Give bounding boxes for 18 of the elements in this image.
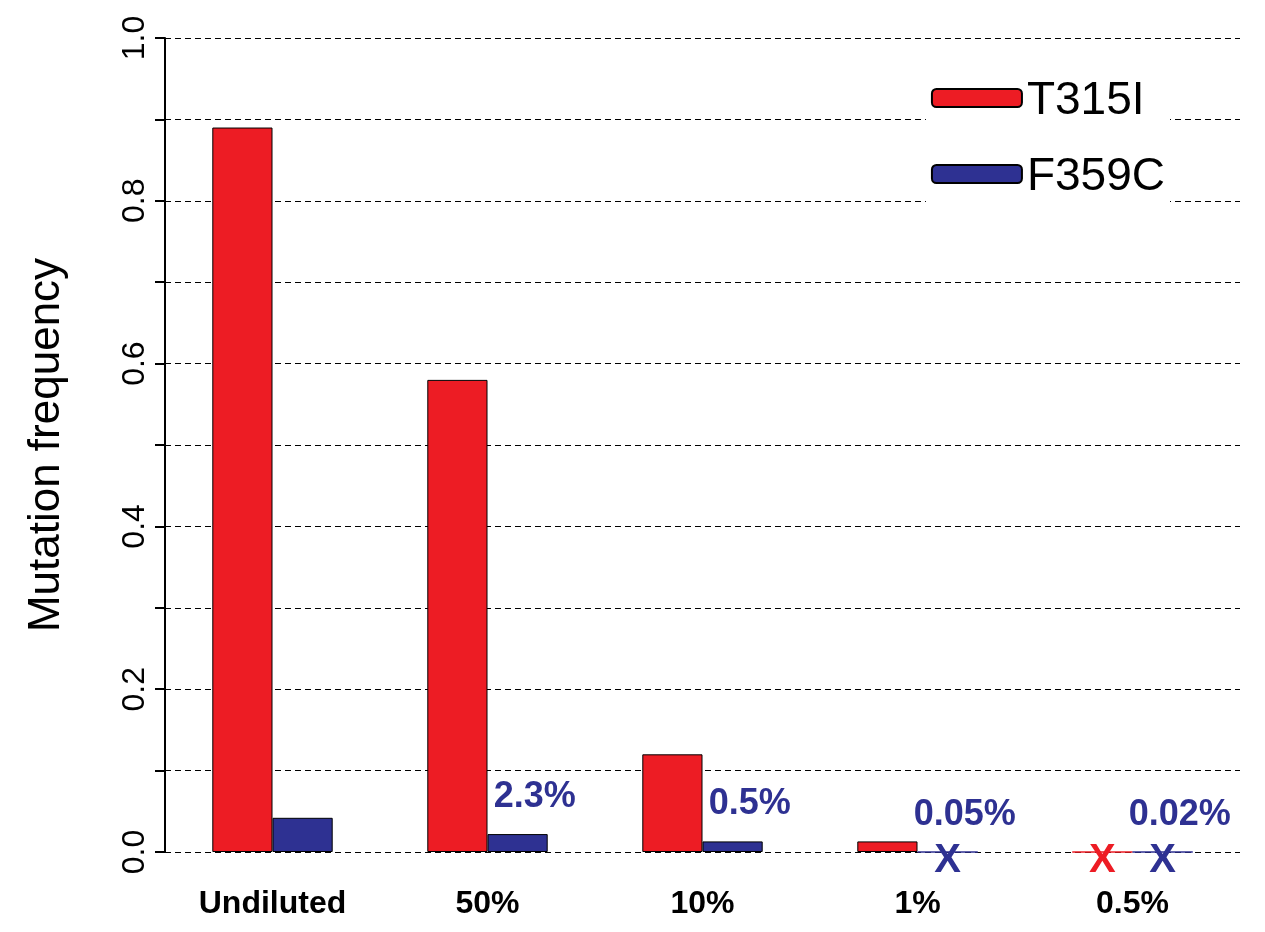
y-tick-label: 1.0 — [115, 15, 151, 61]
x-tick-label: 50% — [455, 884, 520, 920]
x-tick-label: Undiluted — [198, 884, 347, 920]
x-tick-label: 0.5% — [1096, 884, 1169, 920]
annotation: 2.3% — [493, 773, 576, 815]
y-tick-label: 0.2 — [115, 666, 151, 712]
y-tick-label: 0.4 — [115, 504, 151, 549]
annotation: 0.05% — [913, 791, 1016, 833]
legend-label: F359C — [1026, 148, 1166, 200]
annotation: 0.02% — [1128, 791, 1231, 833]
legend-label: T315I — [1026, 72, 1145, 124]
x-tick-label: 1% — [894, 884, 941, 920]
y-tick-label: 0.0 — [115, 829, 151, 875]
y-axis-title: Mutation frequency — [18, 257, 68, 633]
x-tick-label: 10% — [670, 884, 735, 920]
y-tick-label: 0.8 — [115, 178, 151, 224]
annotation: 0.5% — [708, 780, 791, 822]
y-tick-label: 0.6 — [115, 341, 151, 386]
